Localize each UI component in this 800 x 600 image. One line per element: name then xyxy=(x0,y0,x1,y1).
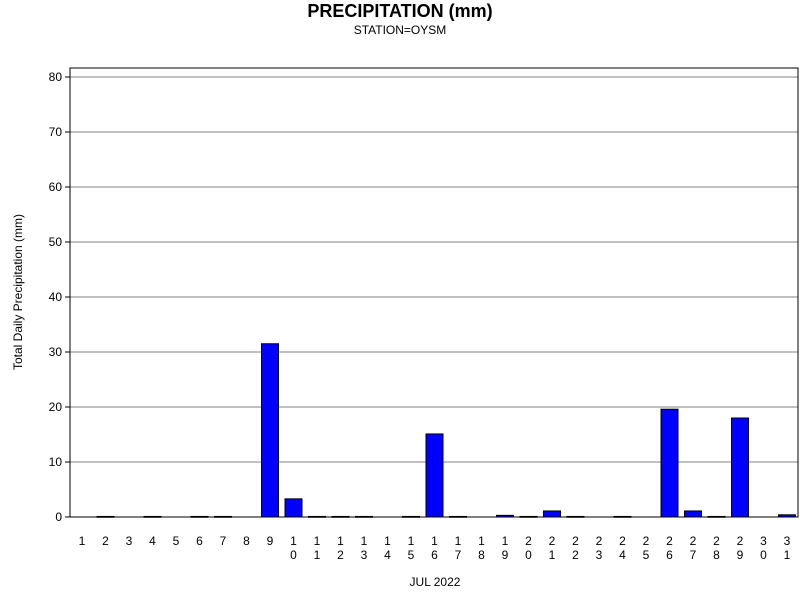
x-tick-label: 9 xyxy=(502,548,509,562)
bars xyxy=(96,343,796,518)
x-tick-label: 2 xyxy=(666,534,673,548)
x-tick-label: 0 xyxy=(525,548,532,562)
gridlines xyxy=(70,76,798,463)
chart-subtitle: STATION=OYSM xyxy=(353,23,447,37)
y-tick-label: 10 xyxy=(49,455,63,469)
y-tick-label: 80 xyxy=(49,70,63,84)
bar xyxy=(284,498,303,518)
x-ticks: 1 2 3 4 5 6 7 8 9 1011121314151617181920212223242… xyxy=(79,534,791,562)
x-tick-label: 0 xyxy=(760,548,767,562)
x-tick-label: 6 xyxy=(666,548,673,562)
x-tick-label: 1 xyxy=(290,534,297,548)
x-tick-label: 5 xyxy=(643,548,650,562)
y-tick-label: 70 xyxy=(49,125,63,139)
x-tick-label: 2 xyxy=(713,534,720,548)
bar xyxy=(543,510,561,518)
y-tick-label: 60 xyxy=(49,180,63,194)
x-tick-label: 1 xyxy=(384,534,391,548)
x-tick-label: 8 xyxy=(243,534,250,548)
x-tick-label: 1 xyxy=(784,548,791,562)
x-tick-label: 1 xyxy=(478,534,485,548)
y-tick-label: 40 xyxy=(49,290,63,304)
x-tick-label: 1 xyxy=(502,534,509,548)
bar xyxy=(425,433,444,518)
x-tick-label: 1 xyxy=(431,534,438,548)
x-tick-label: 1 xyxy=(79,534,86,548)
x-tick-label: 2 xyxy=(572,548,579,562)
x-tick-label: 1 xyxy=(455,534,462,548)
x-tick-label: 1 xyxy=(337,534,344,548)
x-tick-label: 6 xyxy=(431,548,438,562)
x-tick-label: 7 xyxy=(690,548,697,562)
x-tick-label: 8 xyxy=(713,548,720,562)
axes xyxy=(69,67,799,518)
x-tick-label: 2 xyxy=(737,534,744,548)
x-tick-label: 1 xyxy=(549,548,556,562)
x-tick-label: 0 xyxy=(290,548,297,562)
bar xyxy=(684,510,702,518)
x-tick-label: 1 xyxy=(314,534,321,548)
bar xyxy=(731,417,749,518)
x-tick-label: 7 xyxy=(220,534,227,548)
x-tick-label: 3 xyxy=(596,548,603,562)
x-tick-label: 9 xyxy=(267,534,274,548)
x-axis-label: JUL 2022 xyxy=(409,575,461,589)
x-tick-label: 2 xyxy=(643,534,650,548)
x-tick-label: 2 xyxy=(549,534,556,548)
x-tick-label: 5 xyxy=(173,534,180,548)
x-tick-label: 2 xyxy=(690,534,697,548)
x-tick-label: 1 xyxy=(408,534,415,548)
y-tick-label: 30 xyxy=(49,345,63,359)
x-tick-label: 2 xyxy=(572,534,579,548)
x-tick-label: 3 xyxy=(760,534,767,548)
x-tick-label: 7 xyxy=(455,548,462,562)
x-tick-label: 8 xyxy=(478,548,485,562)
y-tick-label: 0 xyxy=(55,510,62,524)
y-ticks: 0 10 20 30 40 50 60 70 80 xyxy=(49,70,70,524)
plot-frame xyxy=(69,67,799,518)
chart-title: PRECIPITATION (mm) xyxy=(307,1,493,21)
y-tick-label: 20 xyxy=(49,400,63,414)
bar xyxy=(261,343,279,518)
x-tick-label: 3 xyxy=(361,548,368,562)
x-tick-label: 2 xyxy=(337,548,344,562)
x-tick-label: 4 xyxy=(619,548,626,562)
x-tick-label: 2 xyxy=(596,534,603,548)
y-tick-label: 50 xyxy=(49,235,63,249)
x-tick-label: 9 xyxy=(737,548,744,562)
x-tick-label: 1 xyxy=(361,534,368,548)
x-tick-label: 4 xyxy=(384,548,391,562)
x-tick-label: 3 xyxy=(126,534,133,548)
x-tick-label: 2 xyxy=(619,534,626,548)
bar xyxy=(660,408,679,518)
x-tick-label: 1 xyxy=(314,548,321,562)
x-tick-label: 2 xyxy=(525,534,532,548)
x-tick-label: 3 xyxy=(784,534,791,548)
x-tick-label: 5 xyxy=(408,548,415,562)
x-tick-label: 4 xyxy=(149,534,156,548)
x-tick-label: 6 xyxy=(196,534,203,548)
x-tick-label: 2 xyxy=(102,534,109,548)
